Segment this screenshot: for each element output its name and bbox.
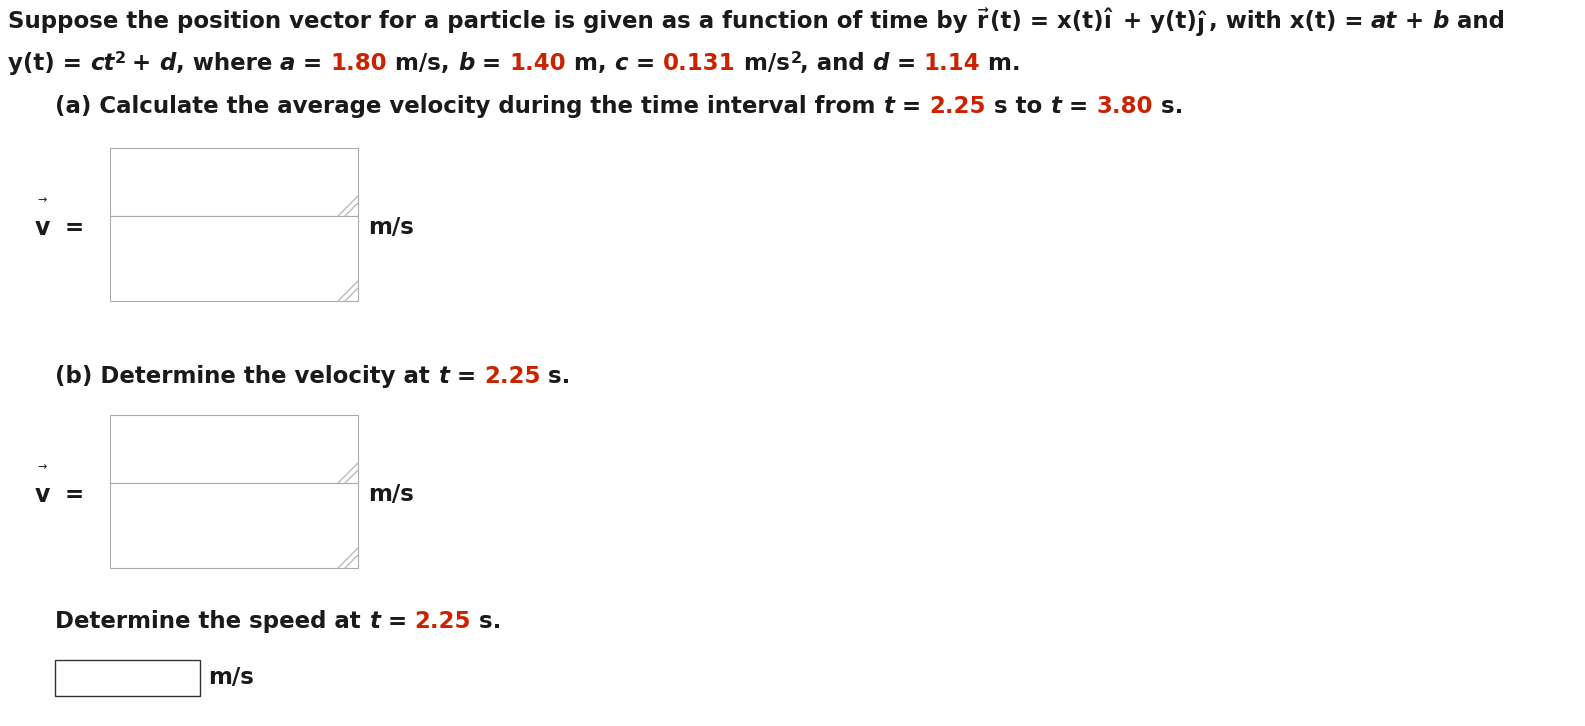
Bar — [109, 415, 358, 483]
Text: y(t) =: y(t) = — [8, 52, 90, 75]
Text: $\rightarrow$: $\rightarrow$ — [35, 194, 48, 204]
Text: ct: ct — [90, 52, 114, 75]
Text: and: and — [1449, 10, 1504, 33]
Text: c: c — [615, 52, 628, 75]
Text: 0.131: 0.131 — [663, 52, 735, 75]
Text: 1.80: 1.80 — [331, 52, 387, 75]
Bar — [55, 660, 200, 696]
Text: s.: s. — [540, 365, 571, 388]
Text: s to: s to — [986, 95, 1051, 118]
Text: $\mathbf{\hat{\imath}}$: $\mathbf{\hat{\imath}}$ — [1103, 10, 1114, 34]
Text: b: b — [1433, 10, 1449, 33]
Text: b: b — [458, 52, 474, 75]
Text: a: a — [281, 52, 295, 75]
Text: =: = — [57, 216, 84, 239]
Text: 2.25: 2.25 — [483, 365, 540, 388]
Text: =: = — [628, 52, 663, 75]
Bar — [109, 483, 358, 568]
Text: + y(t): + y(t) — [1114, 10, 1197, 33]
Text: t: t — [883, 95, 894, 118]
Text: s.: s. — [471, 610, 501, 633]
Text: +: + — [124, 52, 160, 75]
Text: d: d — [160, 52, 176, 75]
Text: $\mathbf{^2}$: $\mathbf{^2}$ — [789, 52, 802, 75]
Text: (b) Determine the velocity at: (b) Determine the velocity at — [55, 365, 437, 388]
Text: =: = — [295, 52, 331, 75]
Text: $\mathbf{\vec{r}}$: $\mathbf{\vec{r}}$ — [976, 10, 989, 34]
Bar — [109, 148, 358, 216]
Bar — [109, 216, 358, 301]
Text: m/s: m/s — [735, 52, 789, 75]
Text: $\mathbf{^2}$: $\mathbf{^2}$ — [114, 52, 127, 75]
Text: 2.25: 2.25 — [415, 610, 471, 633]
Text: 2.25: 2.25 — [929, 95, 986, 118]
Text: m.: m. — [981, 52, 1021, 75]
Text: t: t — [1051, 95, 1060, 118]
Text: =: = — [449, 365, 483, 388]
Text: v: v — [35, 216, 51, 240]
Text: =: = — [379, 610, 415, 633]
Text: m/s: m/s — [368, 483, 414, 506]
Text: =: = — [57, 483, 84, 506]
Text: , where: , where — [176, 52, 281, 75]
Text: 1.40: 1.40 — [509, 52, 566, 75]
Text: t: t — [369, 610, 379, 633]
Text: m,: m, — [566, 52, 615, 75]
Text: =: = — [894, 95, 929, 118]
Text: (t) = x(t): (t) = x(t) — [989, 10, 1103, 33]
Text: +: + — [1398, 10, 1433, 33]
Text: $\rightarrow$: $\rightarrow$ — [35, 461, 48, 471]
Text: v: v — [35, 483, 51, 507]
Text: $\mathbf{\hat{\jmath}}$: $\mathbf{\hat{\jmath}}$ — [1197, 10, 1208, 39]
Text: , and: , and — [800, 52, 872, 75]
Text: at: at — [1371, 10, 1398, 33]
Text: 3.80: 3.80 — [1097, 95, 1152, 118]
Text: 1.14: 1.14 — [924, 52, 981, 75]
Text: m/s,: m/s, — [387, 52, 458, 75]
Text: m/s: m/s — [208, 666, 254, 690]
Text: t: t — [437, 365, 449, 388]
Text: (a) Calculate the average velocity during the time interval from: (a) Calculate the average velocity durin… — [55, 95, 883, 118]
Text: , with x(t) =: , with x(t) = — [1208, 10, 1371, 33]
Text: m/s: m/s — [368, 216, 414, 239]
Text: Suppose the position vector for a particle is given as a function of time by: Suppose the position vector for a partic… — [8, 10, 976, 33]
Text: s.: s. — [1152, 95, 1182, 118]
Text: d: d — [872, 52, 889, 75]
Text: =: = — [474, 52, 509, 75]
Text: =: = — [1060, 95, 1097, 118]
Text: Determine the speed at: Determine the speed at — [55, 610, 369, 633]
Text: =: = — [889, 52, 924, 75]
